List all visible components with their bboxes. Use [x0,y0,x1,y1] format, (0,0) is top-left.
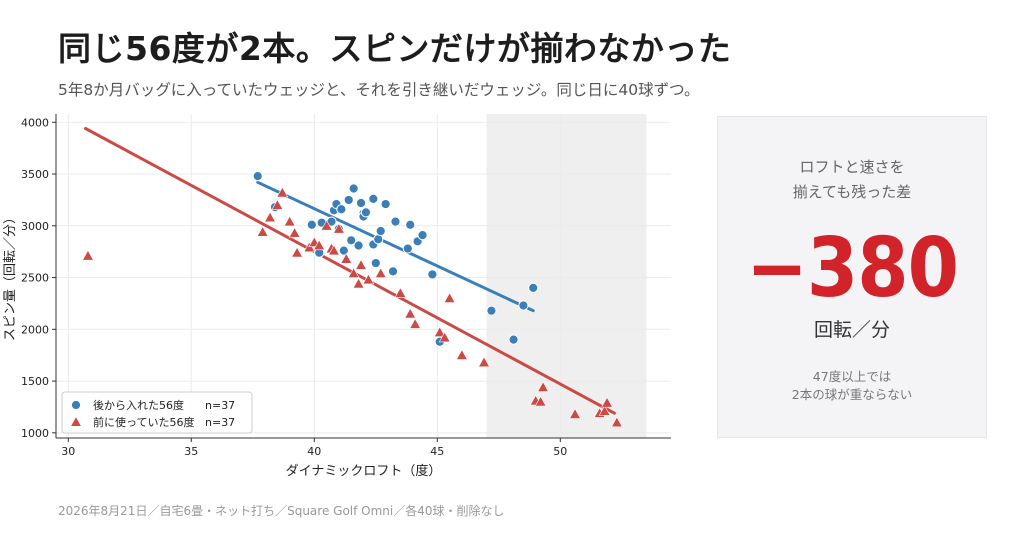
data-point-new [336,204,347,215]
panel-note: 47度以上では 2本の球が重ならない [718,368,986,404]
data-point-old [276,186,289,198]
panel-heading-line1: ロフトと速さを [799,158,905,176]
data-point-old [362,273,375,285]
y-tick-label: 3500 [21,168,49,181]
data-point-old [291,246,303,258]
data-point-new [387,266,399,277]
x-tick-label: 40 [307,445,321,458]
data-point-old [355,259,367,270]
summary-panel: ロフトと速さを 揃えても残った差 −380 回転／分 47度以上では 2本の球が… [717,116,987,438]
fit-line-old [84,126,616,415]
data-point-new [306,219,317,230]
data-point-new [405,219,416,230]
data-point-old [601,396,613,408]
data-point-new [486,305,497,316]
data-point-new [353,240,364,251]
data-point-new [427,269,438,280]
data-point-new [355,197,367,209]
data-point-new [402,243,413,254]
legend-label-old: 前に使っていた56度 [93,415,194,429]
y-tick-label: 1500 [21,375,49,388]
y-tick-label: 2000 [21,323,49,336]
data-point-new [518,300,529,311]
data-point-old [569,408,581,419]
data-point-old [264,211,276,223]
data-point-new [252,171,263,182]
y-tick-label: 3000 [21,220,49,233]
panel-value: −380 [746,221,959,316]
data-point-old [271,199,284,210]
data-point-old [404,307,417,319]
data-point-new [370,257,381,269]
shaded-region [486,114,647,438]
y-tick-label: 2500 [21,272,49,285]
x-axis-label: ダイナミックロフト（度） [286,463,442,479]
x-tick-label: 30 [61,445,75,458]
legend-count-new: n=37 [205,399,235,412]
data-point-new [375,225,386,237]
data-point-old [534,395,547,407]
data-point-old [433,326,446,338]
data-point-new [360,207,372,218]
legend-count-old: n=37 [205,416,235,429]
legend-marker-new [70,399,82,411]
x-tick-label: 35 [184,445,198,458]
data-point-new [390,216,401,227]
data-point-old [340,252,353,264]
data-point-old [438,331,451,343]
data-point-old [374,267,387,279]
y-tick-label: 1000 [21,427,49,440]
data-point-old [347,267,360,279]
y-tick-label: 4000 [21,116,49,129]
data-point-old [82,249,94,261]
data-point-new [380,198,391,210]
page-subtitle: 5年8か月バッグに入っていたウェッジと、それを引き継いだウェッジ。同じ日に40球… [58,81,700,99]
panel-unit: 回転／分 [813,319,890,341]
data-point-old [332,222,345,234]
data-point-new [508,334,519,345]
data-point-old [598,405,611,416]
data-point-new [528,282,539,294]
data-point-old [394,287,407,298]
fit-line-new [256,180,535,313]
data-point-new [348,183,359,194]
x-tick-label: 45 [430,445,444,458]
data-point-old [320,219,333,231]
data-point-old [455,349,468,360]
panel-heading-line2: 揃えても残った差 [792,183,912,201]
y-axis-label: スピン量（回転／分） [3,211,18,341]
data-point-new [368,193,379,204]
panel-note-line1: 47度以上では [812,369,892,384]
panel-note-line2: 2本の球が重ならない [791,387,913,402]
data-point-old [256,225,269,237]
data-point-old [328,244,340,256]
data-point-old [352,277,365,289]
data-point-new [373,234,384,245]
panel-heading: ロフトと速さを 揃えても残った差 [718,155,986,205]
data-point-old [610,416,623,428]
data-point-old [283,215,296,227]
data-point-new [417,230,428,241]
legend-marker-old [70,415,82,427]
data-point-new [346,235,357,246]
x-tick-label: 50 [553,445,567,458]
scatter-chart: 30 35 40 45 50 1000 1500 2000 2500 3000 3500 4000 後… [3,114,671,479]
data-point-new [338,245,349,256]
data-point-old [409,318,422,329]
page-title: 同じ56度が2本。スピンだけが揃わなかった [58,29,732,68]
data-point-new [343,194,354,206]
data-point-old [478,356,490,368]
data-point-old [537,381,549,392]
data-point-old [443,292,456,303]
data-point-old [313,239,326,251]
data-point-old [288,227,301,238]
legend-label-new: 後から入れた56度 [93,398,184,412]
legend-box [61,391,253,434]
footer-note: 2026年8月21日／自宅6畳・ネット打ち／Square Golf Omni／各… [58,504,505,518]
data-point-old [303,241,316,253]
